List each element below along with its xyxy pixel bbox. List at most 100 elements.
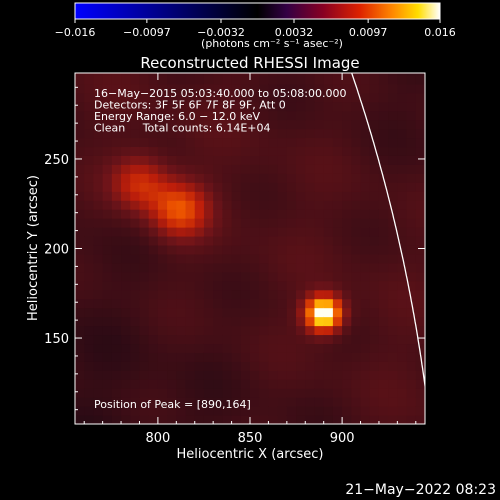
heatmap-cell — [250, 244, 260, 255]
heatmap-cell — [351, 128, 362, 139]
heatmap-cell — [378, 334, 389, 345]
heatmap-cell — [102, 406, 113, 416]
heatmap-cell — [84, 352, 95, 362]
heatmap-cell — [176, 182, 187, 192]
heatmap-cell — [84, 173, 95, 183]
heatmap-cell — [102, 262, 113, 273]
heatmap-cell — [222, 370, 233, 380]
heatmap-cell — [93, 227, 104, 237]
heatmap-cell — [277, 92, 288, 103]
heatmap-cell — [102, 110, 113, 121]
heatmap-cell — [286, 101, 297, 112]
heatmap-cell — [360, 388, 371, 398]
heatmap-cell — [111, 316, 122, 327]
heatmap-cell — [111, 289, 122, 300]
heatmap-cell — [415, 280, 425, 291]
heatmap-cell — [268, 73, 279, 76]
heatmap-cell — [157, 370, 168, 380]
heatmap-cell — [111, 209, 122, 219]
heatmap-cell — [342, 119, 352, 130]
heatmap-cell — [305, 191, 316, 201]
heatmap-cell — [185, 73, 196, 76]
heatmap-cell — [111, 173, 122, 183]
heatmap-cell — [342, 74, 352, 85]
heatmap-cell — [203, 218, 214, 228]
heatmap-cell — [121, 397, 131, 407]
heatmap-cell — [213, 110, 223, 121]
heatmap-cell — [397, 280, 408, 291]
heatmap-cell — [406, 370, 417, 380]
info-line: Energy Range: 6.0 − 12.0 keV — [94, 110, 261, 123]
heatmap-cell — [388, 352, 398, 362]
heatmap-cell — [397, 73, 408, 76]
heatmap-cell — [406, 218, 417, 228]
heatmap-cell — [332, 388, 343, 398]
heatmap-cell — [323, 343, 334, 353]
heatmap-cell — [176, 146, 187, 156]
heatmap-cell — [139, 73, 150, 76]
heatmap-cell — [397, 388, 408, 398]
heatmap-cell — [111, 397, 122, 407]
heatmap-cell — [194, 137, 205, 148]
heatmap-cell — [148, 280, 159, 291]
heatmap-cell — [250, 379, 260, 389]
heatmap-cell — [203, 298, 214, 309]
heatmap-cell — [406, 209, 417, 219]
heatmap-cell — [323, 271, 334, 282]
heatmap-cell — [268, 155, 279, 165]
heatmap-cell — [176, 298, 187, 309]
heatmap-cell — [231, 388, 242, 398]
heatmap-cell — [406, 280, 417, 291]
heatmap-cell — [203, 155, 214, 165]
heatmap-cell — [332, 253, 343, 264]
heatmap-cell — [296, 200, 306, 210]
heatmap-cell — [277, 209, 288, 219]
heatmap-cell — [194, 280, 205, 291]
heatmap-cell — [296, 370, 306, 380]
heatmap-cell — [286, 164, 297, 174]
heatmap-cell — [84, 289, 95, 300]
heatmap-cell — [342, 316, 352, 327]
heatmap-cell — [415, 74, 425, 85]
heatmap-cell — [102, 397, 113, 407]
heatmap-cell — [167, 379, 177, 389]
heatmap-cell — [167, 397, 177, 407]
heatmap-cell — [139, 173, 150, 183]
heatmap-cell — [378, 370, 389, 380]
heatmap-cell — [167, 101, 177, 112]
heatmap-cell — [406, 235, 417, 246]
heatmap-cell — [111, 191, 122, 201]
heatmap-cell — [406, 101, 417, 112]
heatmap-cell — [75, 164, 85, 174]
heatmap-cell — [231, 74, 242, 85]
heatmap-cell — [406, 244, 417, 255]
heatmap-cell — [378, 191, 389, 201]
heatmap-cell — [397, 155, 408, 165]
heatmap-cell — [268, 101, 279, 112]
heatmap-cell — [167, 155, 177, 165]
heatmap-cell — [176, 200, 187, 210]
heatmap-cell — [378, 388, 389, 398]
heatmap-cell — [378, 137, 389, 148]
heatmap-cell — [342, 164, 352, 174]
heatmap-cell — [157, 200, 168, 210]
heatmap-cell — [296, 73, 306, 76]
heatmap-cell — [203, 325, 214, 336]
heatmap-cell — [213, 280, 223, 291]
heatmap-cell — [323, 379, 334, 389]
heatmap-cell — [406, 191, 417, 201]
heatmap-cell — [369, 289, 380, 300]
heatmap-cell — [360, 191, 371, 201]
heatmap-cell — [305, 334, 316, 345]
heatmap-cell — [286, 289, 297, 300]
heatmap-cell — [130, 388, 141, 398]
heatmap-cell — [148, 271, 159, 282]
heatmap-cell — [332, 316, 343, 327]
heatmap-cell — [240, 110, 251, 121]
heatmap-cell — [111, 73, 122, 76]
heatmap-cell — [84, 209, 95, 219]
heatmap-cell — [342, 307, 352, 318]
heatmap-cell — [360, 253, 371, 264]
heatmap-cell — [176, 119, 187, 130]
